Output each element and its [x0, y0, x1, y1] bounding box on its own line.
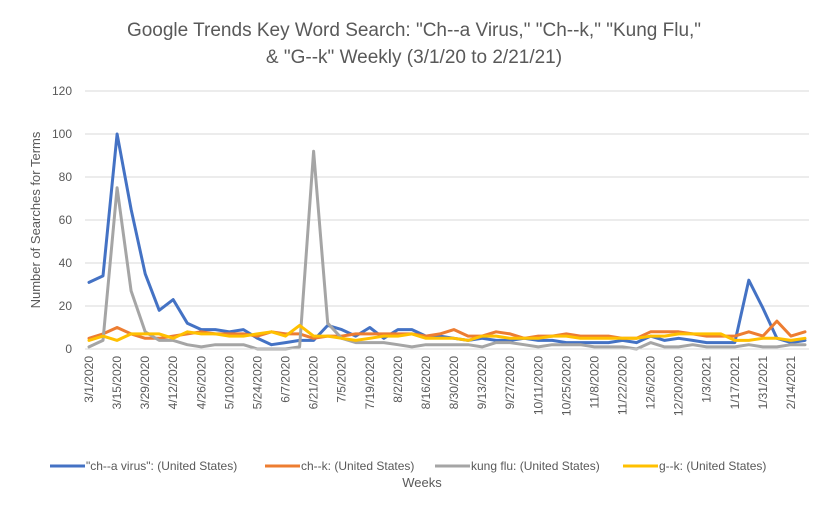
x-tick-label: 7/5/2020 [335, 356, 349, 403]
series-lines [87, 132, 807, 351]
x-tick-label: 7/19/2020 [363, 356, 377, 410]
x-tick-label: 3/1/2020 [82, 356, 96, 403]
series-line-4 [87, 323, 807, 342]
x-tick-label: 8/30/2020 [447, 356, 461, 410]
legend-label: kung flu: (United States) [471, 459, 600, 473]
x-tick-label: 8/2/2020 [391, 356, 405, 403]
x-tick-label: 12/6/2020 [644, 356, 658, 410]
x-tick-label: 6/21/2020 [307, 356, 321, 410]
x-tick-label: 1/17/2021 [728, 356, 742, 410]
y-tick-label: 60 [59, 213, 73, 227]
x-tick-label: 8/16/2020 [419, 356, 433, 410]
gridlines [85, 90, 809, 307]
x-tick-label: 1/31/2021 [756, 356, 770, 410]
y-tick-label: 0 [65, 342, 72, 356]
x-tick-label: 11/8/2020 [587, 356, 601, 409]
legend-label: ch--k: (United States) [301, 459, 414, 473]
legend: "ch--a virus": (United States) ch--k: (Un… [50, 459, 766, 473]
x-tick-label: 1/3/2021 [700, 356, 714, 403]
x-axis-ticks: 3/1/2020 3/15/2020 3/29/2020 4/12/2020 4/26/… [82, 356, 798, 416]
legend-label: g--k: (United States) [659, 459, 766, 473]
x-tick-label: 5/10/2020 [222, 356, 236, 410]
x-tick-label: 9/13/2020 [475, 356, 489, 410]
chart-title-line-2: & "G--k" Weekly (3/1/20 to 2/21/21) [266, 47, 562, 68]
x-tick-label: 2/14/2021 [784, 356, 798, 410]
x-tick-label: 12/20/2020 [672, 356, 686, 416]
chart-title: Google Trends Key Word Search: "Ch--a Vi… [127, 20, 701, 68]
series-line-3 [87, 149, 807, 351]
x-tick-label: 4/12/2020 [166, 356, 180, 410]
y-axis-title: Number of Searches for Terms [28, 131, 43, 308]
x-tick-label: 6/7/2020 [279, 356, 293, 403]
x-tick-label: 11/22/2020 [616, 356, 630, 415]
x-tick-label: 3/29/2020 [138, 356, 152, 410]
x-tick-label: 3/15/2020 [110, 356, 124, 410]
chart-title-line-1: Google Trends Key Word Search: "Ch--a Vi… [127, 20, 701, 41]
y-tick-label: 120 [52, 84, 72, 98]
legend-label: "ch--a virus": (United States) [86, 459, 237, 473]
y-axis-ticks: 0 20 40 60 80 100 120 [52, 84, 72, 356]
y-tick-label: 80 [59, 170, 73, 184]
series-line-1 [87, 132, 807, 347]
x-tick-label: 9/27/2020 [503, 356, 517, 410]
y-tick-label: 40 [59, 256, 73, 270]
y-tick-label: 100 [52, 127, 72, 141]
x-tick-label: 4/26/2020 [194, 356, 208, 410]
x-tick-label: 5/24/2020 [251, 356, 265, 410]
y-tick-label: 20 [59, 299, 73, 313]
x-tick-label: 10/25/2020 [559, 356, 573, 416]
x-tick-label: 10/11/2020 [531, 356, 545, 415]
x-axis-title: Weeks [402, 475, 442, 490]
